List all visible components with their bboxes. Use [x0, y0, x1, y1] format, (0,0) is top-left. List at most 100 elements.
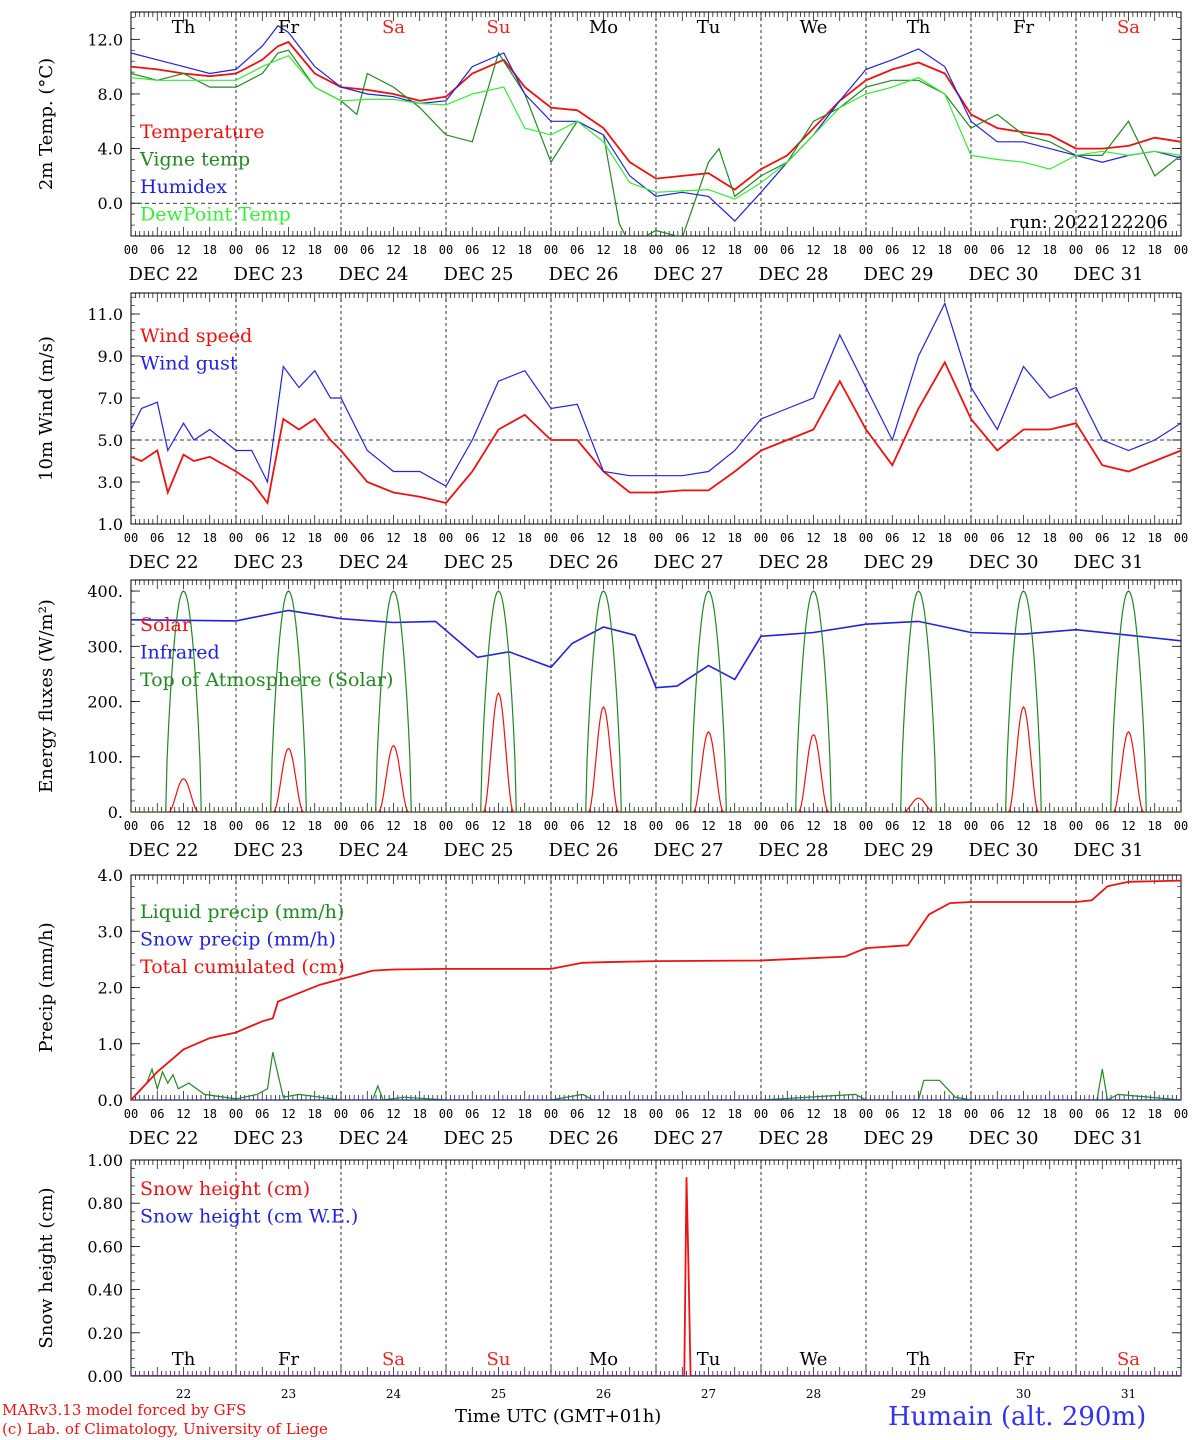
hour-tick-label: 12 [176, 819, 190, 833]
y-tick-label: 0.80 [87, 1194, 123, 1213]
hour-tick-label: 06 [780, 531, 794, 545]
y-tick-label: 1.0 [98, 515, 123, 534]
hour-tick-label: 12 [281, 243, 295, 257]
hour-tick-label: 12 [806, 1107, 820, 1121]
hour-tick-label: 00 [1174, 1107, 1188, 1121]
hour-tick-label: 18 [623, 531, 637, 545]
y-tick-label: 100. [87, 748, 123, 767]
hour-tick-label: 00 [1069, 819, 1083, 833]
series-line-temperature [131, 40, 1181, 191]
hour-tick-label: 00 [859, 243, 873, 257]
day-name-label: Sa [382, 17, 405, 38]
day-name-label: Sa [1117, 17, 1140, 38]
hour-tick-label: 00 [649, 1107, 663, 1121]
hour-tick-label: 18 [413, 819, 427, 833]
date-label: DEC 27 [654, 840, 724, 861]
date-label: DEC 24 [339, 264, 409, 285]
day-number-label: 27 [701, 1387, 716, 1401]
y-axis-title: 2m Temp. (°C) [36, 58, 57, 190]
y-tick-label: 1.00 [87, 1151, 123, 1170]
date-label: DEC 23 [234, 1128, 304, 1149]
date-label: DEC 28 [759, 1128, 829, 1149]
day-number-label: 28 [806, 1387, 821, 1401]
hour-tick-label: 06 [255, 819, 269, 833]
hour-tick-label: 18 [203, 819, 217, 833]
date-label: DEC 23 [234, 264, 304, 285]
series-line-wind-speed [131, 360, 1181, 506]
hour-tick-label: 12 [911, 243, 925, 257]
hour-tick-label: 06 [150, 243, 164, 257]
hour-tick-label: 06 [150, 1107, 164, 1121]
hour-tick-label: 12 [596, 243, 610, 257]
hour-tick-label: 18 [1148, 819, 1162, 833]
series-line-vigne-temp [131, 49, 1181, 236]
hour-tick-label: 18 [938, 243, 952, 257]
hour-tick-label: 06 [570, 531, 584, 545]
hour-tick-label: 00 [544, 819, 558, 833]
day-name-label: Su [487, 1349, 511, 1370]
date-label: DEC 27 [654, 1128, 724, 1149]
series-line-wind-gust [131, 301, 1181, 488]
hour-tick-label: 18 [623, 819, 637, 833]
hour-tick-label: 18 [203, 243, 217, 257]
hour-tick-label: 12 [1016, 819, 1030, 833]
date-label: DEC 22 [129, 840, 199, 861]
hour-tick-label: 12 [176, 243, 190, 257]
hour-tick-label: 06 [465, 819, 479, 833]
legend-entry: Snow height (cm W.E.) [140, 1206, 358, 1228]
precip-plot [131, 879, 1181, 1100]
y-tick-label: 0.20 [87, 1324, 123, 1343]
series-line-total-cumulated-cm- [131, 879, 1181, 1100]
snow-plot [131, 1177, 1181, 1376]
hour-tick-label: 06 [255, 243, 269, 257]
y-tick-label: 0.0 [98, 194, 123, 213]
hour-tick-label: 06 [675, 243, 689, 257]
y-axis-title: Precip (mm/h) [36, 922, 57, 1052]
date-label: DEC 29 [864, 1128, 934, 1149]
y-tick-label: 0.00 [87, 1367, 123, 1386]
hour-tick-label: 12 [911, 819, 925, 833]
hour-tick-label: 06 [990, 531, 1004, 545]
hour-tick-label: 06 [990, 243, 1004, 257]
hour-tick-label: 18 [728, 243, 742, 257]
legend-entry: Infrared [140, 642, 220, 664]
hour-tick-label: 06 [150, 531, 164, 545]
date-label: DEC 24 [339, 840, 409, 861]
hour-tick-label: 06 [360, 1107, 374, 1121]
hour-tick-label: 06 [255, 1107, 269, 1121]
hour-tick-label: 12 [596, 1107, 610, 1121]
hour-tick-label: 12 [281, 531, 295, 545]
hour-tick-label: 18 [623, 243, 637, 257]
day-name-label: We [800, 1349, 828, 1370]
hour-tick-label: 18 [833, 819, 847, 833]
date-label: DEC 23 [234, 840, 304, 861]
legend-entry: Snow height (cm) [140, 1178, 310, 1200]
hour-tick-label: 06 [990, 819, 1004, 833]
x-axis-title: Time UTC (GMT+01h) [455, 1406, 662, 1427]
hour-tick-label: 00 [754, 819, 768, 833]
day-name-label: Su [487, 17, 511, 38]
hour-tick-label: 18 [308, 531, 322, 545]
hour-tick-label: 18 [518, 243, 532, 257]
hour-tick-label: 00 [544, 243, 558, 257]
hour-tick-label: 06 [255, 531, 269, 545]
date-label: DEC 30 [969, 264, 1039, 285]
wind-plot [131, 301, 1181, 506]
day-name-label: Mo [589, 1349, 618, 1370]
hour-tick-label: 00 [124, 1107, 138, 1121]
energy-plot [131, 590, 1181, 812]
wind-panel [130, 292, 1182, 525]
date-label: DEC 22 [129, 552, 199, 573]
hour-tick-label: 00 [544, 1107, 558, 1121]
y-tick-label: 400. [87, 582, 123, 601]
date-label: DEC 26 [549, 552, 619, 573]
hour-tick-label: 18 [728, 1107, 742, 1121]
date-label: DEC 28 [759, 552, 829, 573]
hour-tick-label: 06 [780, 819, 794, 833]
hour-tick-label: 00 [859, 1107, 873, 1121]
day-number-label: 22 [176, 1387, 191, 1401]
hour-tick-label: 00 [964, 1107, 978, 1121]
hour-tick-label: 18 [623, 1107, 637, 1121]
hour-tick-label: 18 [728, 531, 742, 545]
hour-tick-label: 18 [938, 819, 952, 833]
